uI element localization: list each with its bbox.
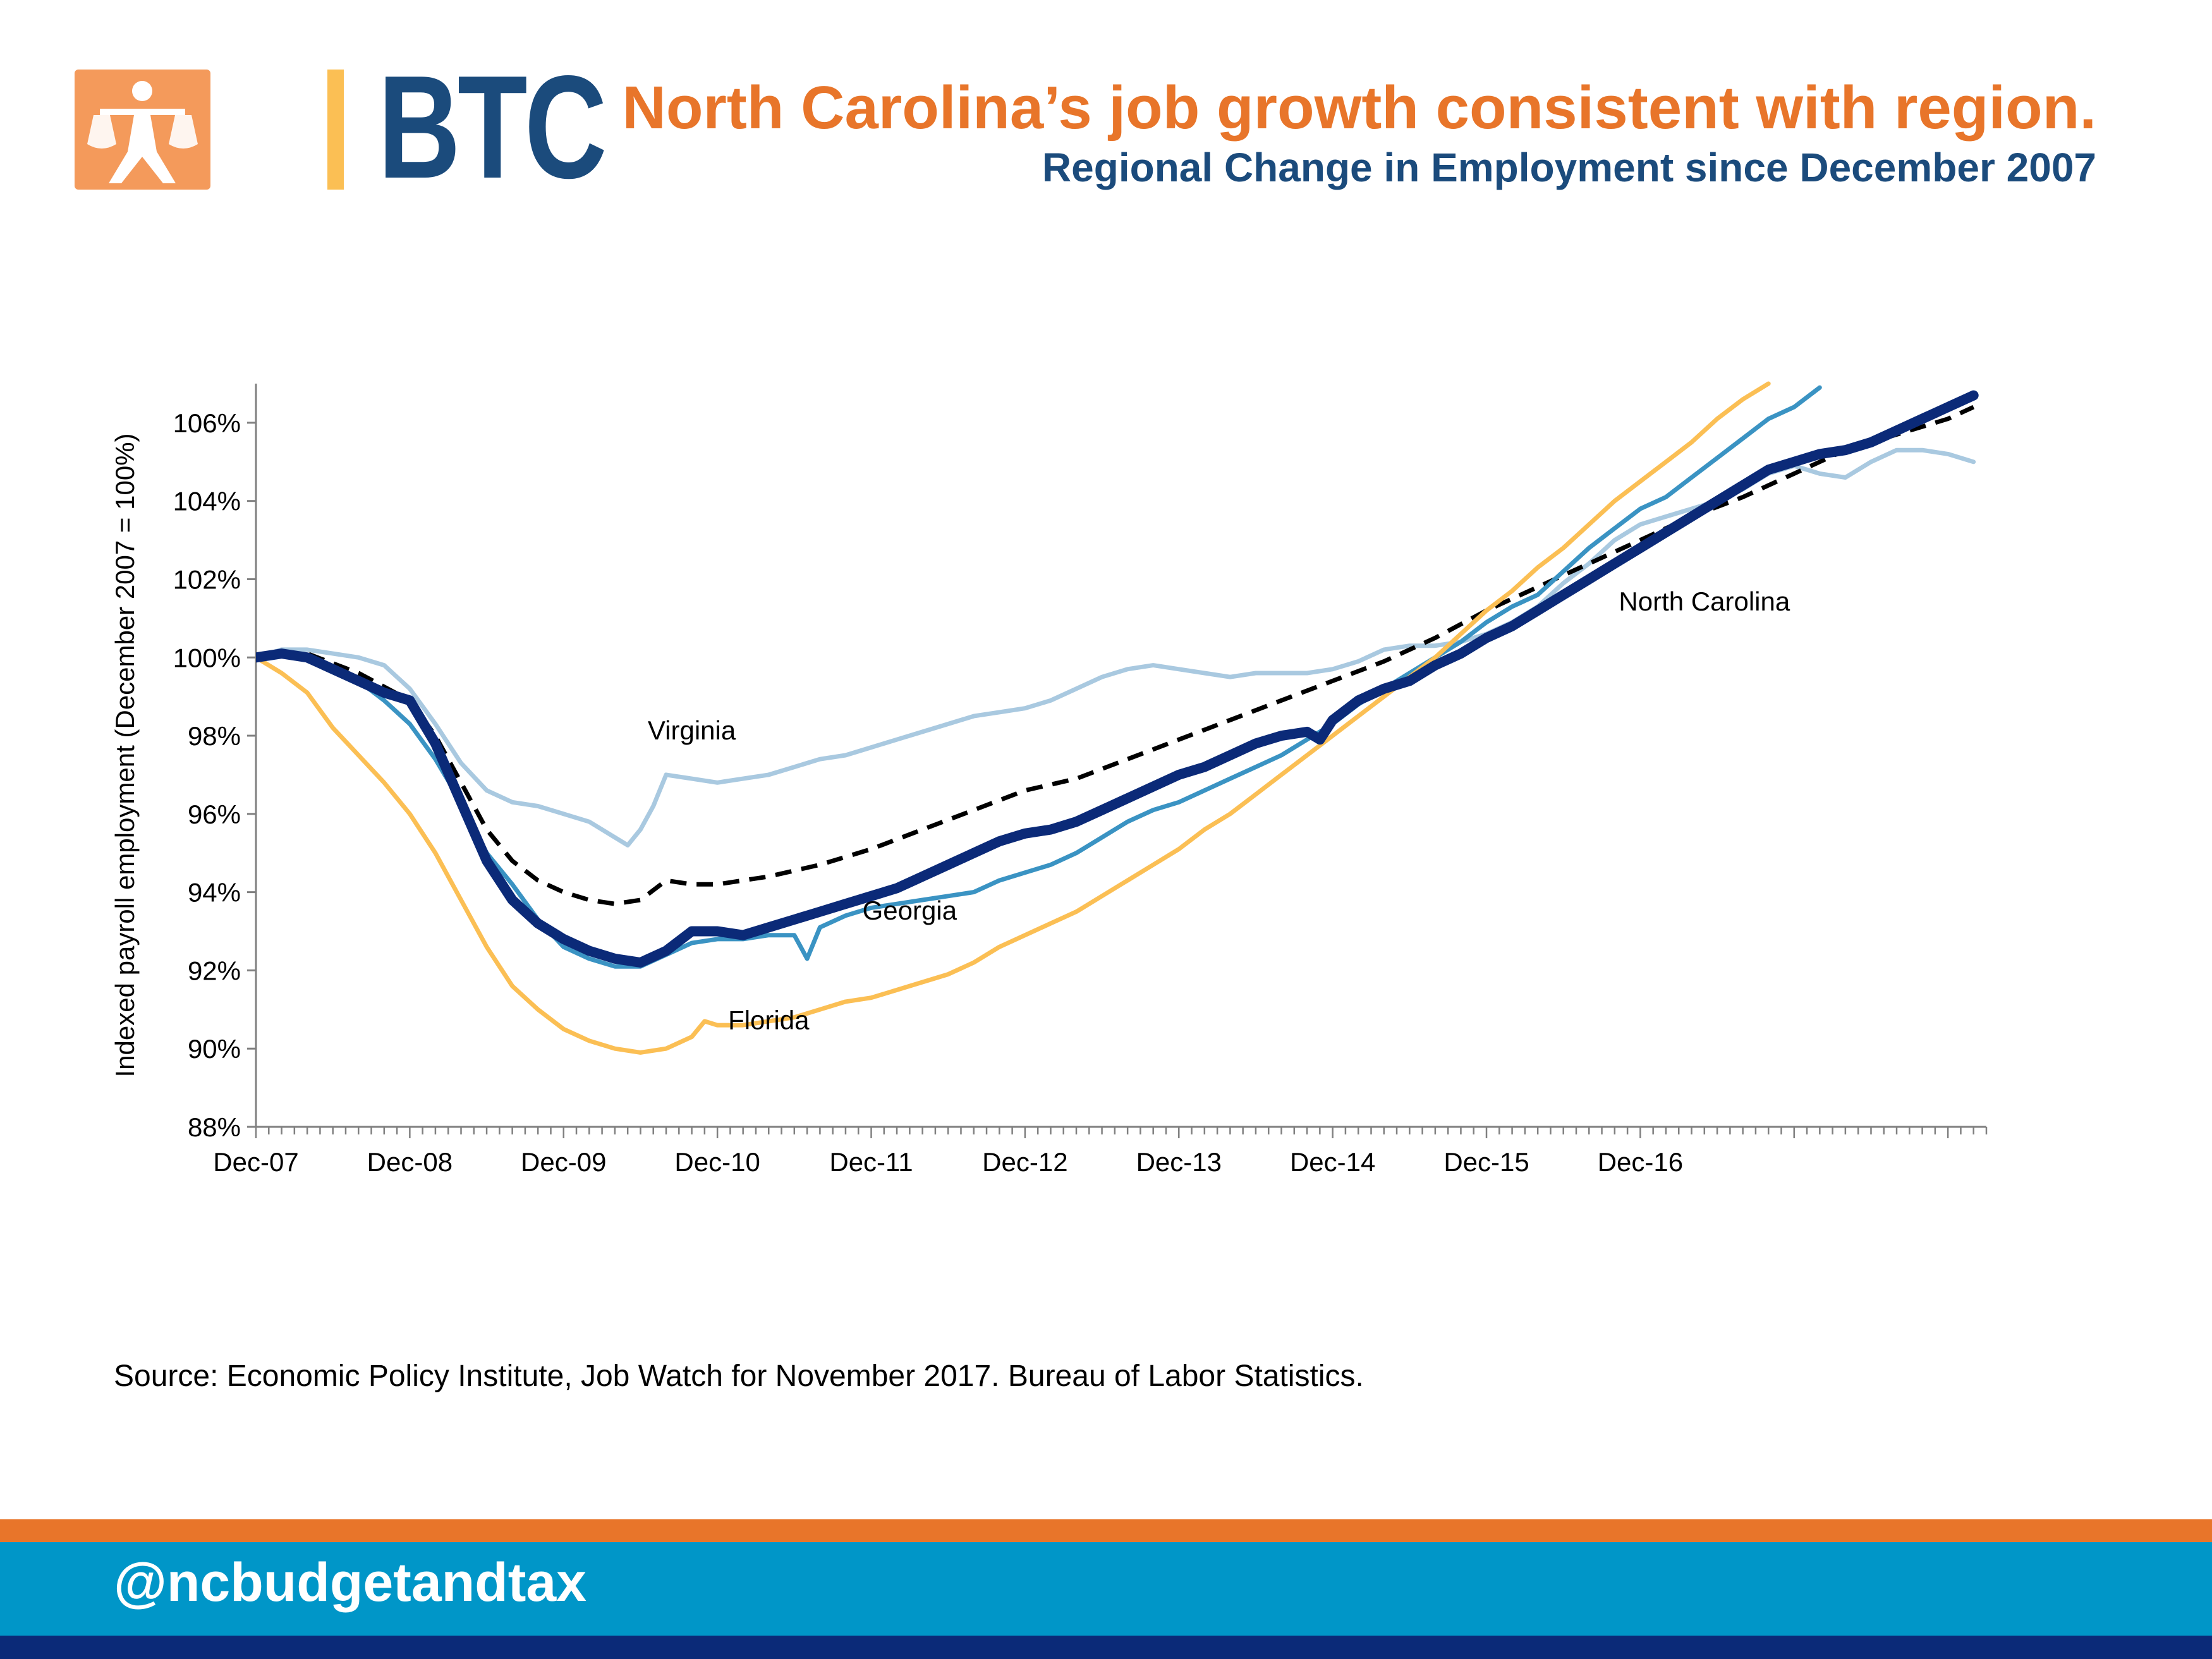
x-tick-label: Dec-07 [213, 1147, 298, 1177]
x-tick-label: Dec-14 [1290, 1147, 1375, 1177]
y-tick-label: 90% [188, 1034, 241, 1064]
series-line-virginia [256, 447, 1976, 848]
series-label-north-carolina: North Carolina [1619, 586, 1790, 616]
x-tick-label: Dec-09 [521, 1147, 606, 1177]
y-tick-label: 92% [188, 956, 241, 985]
footer-navy-band [0, 1636, 2212, 1659]
series-line-florida [256, 381, 1771, 1055]
btc-logo: BTC [75, 54, 607, 201]
footer-orange-band [0, 1519, 2212, 1542]
x-tick-label: Dec-12 [982, 1147, 1067, 1177]
series-label-virginia: Virginia [648, 715, 736, 745]
employment-line-chart: 88% 90% 92% 94% 96% 98% 100% 102% 104% 106% Dec-07… [110, 381, 1988, 1177]
y-tick-label: 98% [188, 721, 241, 751]
y-tick-label: 100% [173, 643, 241, 672]
y-tick-label: 106% [173, 408, 241, 438]
y-tick-label: 94% [188, 878, 241, 908]
x-tick-label: Dec-13 [1136, 1147, 1222, 1177]
y-tick-label: 102% [173, 564, 241, 594]
x-tick-label: Dec-16 [1598, 1147, 1683, 1177]
x-tick-label: Dec-08 [367, 1147, 453, 1177]
page-title: North Carolina’s job growth consistent w… [622, 74, 2097, 142]
btc-justice-figure-icon [75, 70, 210, 190]
series-label-florida: Florida [728, 1005, 810, 1035]
x-tick-label: Dec-15 [1443, 1147, 1529, 1177]
series-line-georgia [256, 385, 1822, 969]
y-tick-label: 104% [173, 487, 241, 516]
page-subtitle: Regional Change in Employment since Dece… [1042, 145, 2096, 190]
footer-blue-band [0, 1542, 2212, 1636]
logo-divider [327, 70, 344, 190]
y-tick-label: 96% [188, 799, 241, 829]
logo-text: BTC [378, 46, 607, 209]
twitter-handle[interactable]: @ncbudgetandtax [114, 1552, 587, 1613]
source-note: Source: Economic Policy Institute, Job W… [114, 1359, 1364, 1393]
y-axis-title: Indexed payroll employment (December 200… [110, 433, 140, 1077]
x-tick-label: Dec-11 [829, 1147, 913, 1177]
series-line-north-carolina [256, 390, 1979, 968]
x-tick-label: Dec-10 [674, 1147, 760, 1177]
y-tick-label: 88% [188, 1112, 241, 1142]
series-label-georgia: Georgia [863, 896, 957, 925]
